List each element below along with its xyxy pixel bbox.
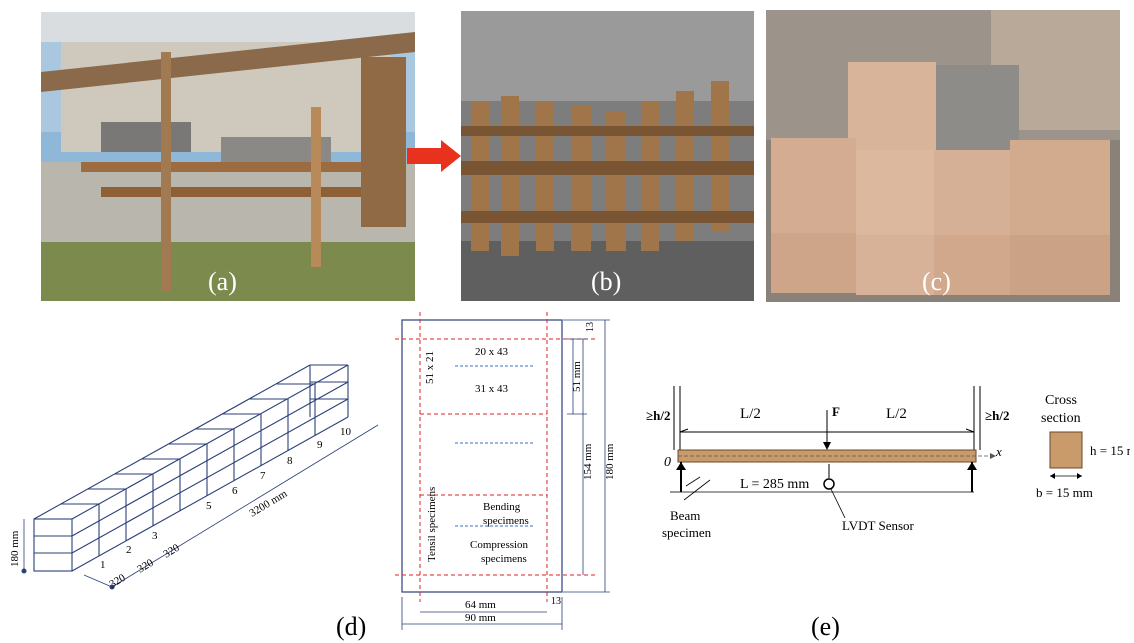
side-margin-label: 13: [551, 596, 561, 607]
stack-number: 6: [232, 485, 238, 497]
piece2-label: 31 x 43: [475, 383, 509, 395]
stack-number: 5: [206, 500, 212, 512]
section-label: 51 x 21: [424, 351, 436, 384]
dim-180-label: 180 mm: [604, 443, 616, 480]
dim-dot: [109, 584, 115, 590]
stack-spacing: 320: [135, 557, 156, 576]
stack-number: 2: [126, 544, 132, 556]
overhang-right-label: ≥h/2: [985, 408, 1009, 423]
red-cut-lines: [395, 312, 595, 602]
dim-dot: [21, 568, 27, 574]
dim-90-label: 90 mm: [465, 612, 496, 624]
span-label: L = 285 mm: [740, 477, 809, 492]
stack-spacing: 320: [161, 542, 182, 561]
beam-label-2: specimen: [662, 525, 712, 540]
left-support-arrow: [676, 462, 686, 470]
stack-number: 9: [317, 439, 323, 451]
cross-label-1: Cross: [1045, 393, 1077, 408]
force-label: F: [832, 404, 840, 419]
bending-label-1: Bending: [483, 501, 521, 513]
photo-c-label: (c): [922, 267, 951, 296]
lvdt-sensor-icon: [823, 478, 835, 490]
compression-label-2: specimens: [481, 553, 527, 565]
kiln-specimens-illustration: [461, 11, 754, 301]
right-support-arrow: [967, 462, 977, 470]
timber-stack-drawing: 180 mm 3200 mm 1 2 3 5 6 7 8 9 10 320 32…: [9, 364, 379, 591]
caption-e: (e): [811, 612, 840, 641]
b-label: b = 15 mm: [1036, 485, 1093, 500]
stack-number: 7: [260, 470, 266, 482]
piece1-label: 20 x 43: [475, 346, 509, 358]
tensil-label: Tensil specimens: [426, 487, 438, 562]
stack-outline: [23, 364, 379, 588]
origin-label: 0: [664, 455, 671, 470]
force-arrowhead: [823, 442, 831, 450]
cross-label-2: section: [1041, 411, 1081, 426]
top-margin-label: 13: [585, 322, 596, 332]
photo-c-cut-blocks: (c): [766, 10, 1120, 302]
cross-section-square: [1049, 431, 1083, 469]
board-outline: [401, 319, 563, 593]
dim-64-label: 64 mm: [465, 599, 496, 611]
compression-label-1: Compression: [470, 539, 529, 551]
h-label: h = 15 mm: [1090, 443, 1130, 458]
bending-label-2: specimens: [483, 515, 529, 527]
dim-51-label: 51 mm: [571, 361, 583, 392]
red-arrow-icon: [407, 140, 461, 172]
stack-height-label: 180 mm: [9, 530, 21, 567]
photo-a-label: (a): [208, 267, 237, 296]
cutting-plan-drawing: 13 51 x 21 20 x 43 31 x 43 51 mm 154 mm …: [395, 312, 616, 630]
cut-blocks-illustration: [766, 10, 1120, 295]
stack-number: 8: [287, 455, 293, 467]
bending-test-diagram: ≥h/2 L/2 F L/2 ≥h/2 0 x L = 285 mm Beam …: [646, 386, 1130, 540]
half-left-label: L/2: [740, 406, 761, 422]
stack-number: 3: [152, 530, 158, 542]
overhang-left-label: ≥h/2: [646, 408, 670, 423]
x-axis-label: x: [995, 444, 1002, 459]
photo-b-label: (b): [591, 267, 622, 296]
stack-number: 1: [100, 559, 106, 571]
stack-number: 10: [340, 426, 352, 438]
dim-154-label: 154 mm: [582, 443, 594, 480]
caption-d: (d): [336, 612, 367, 641]
photo-b-kiln-specimens: (b): [461, 11, 754, 301]
half-right-label: L/2: [886, 406, 907, 422]
beam-label-1: Beam: [670, 508, 700, 523]
x-arrowhead: [990, 453, 996, 459]
sensor-leader: [830, 488, 846, 519]
photo-a-drying-shed: (a): [41, 12, 415, 301]
beam-leader: [683, 479, 711, 501]
stack-length-label: 3200 mm: [247, 487, 289, 519]
drying-shed-illustration: [41, 12, 415, 301]
sensor-label: LVDT Sensor: [842, 518, 915, 533]
